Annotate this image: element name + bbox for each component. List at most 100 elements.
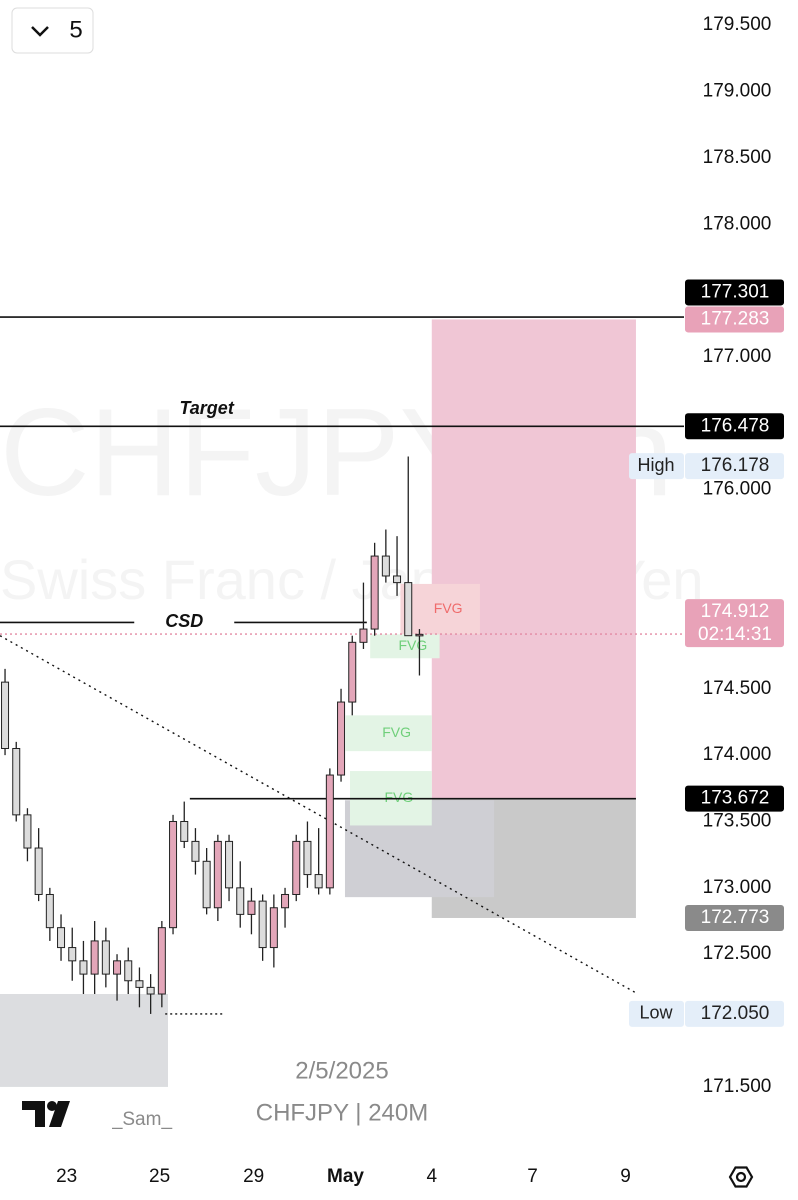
x-tick-label: 7 <box>527 1166 538 1187</box>
footer-date: 2/5/2025 <box>295 1057 388 1084</box>
candle-body <box>180 820 189 842</box>
logo-t <box>22 1101 45 1127</box>
x-tick-label: 29 <box>243 1166 264 1187</box>
logo-dot <box>47 1101 57 1111</box>
x-tick-label: May <box>327 1166 364 1187</box>
settings-icon[interactable] <box>728 1166 754 1188</box>
label-backing <box>134 612 235 633</box>
price-tag-name-box <box>629 1000 684 1027</box>
settings-center <box>735 1171 747 1183</box>
price-tag <box>685 785 784 812</box>
candle-body <box>23 814 32 849</box>
candle-body <box>157 927 166 995</box>
x-tick-label: 23 <box>56 1166 77 1187</box>
y-tick-label: 172.500 <box>703 943 772 964</box>
y-tick-label: 173.500 <box>703 811 772 832</box>
candle-body <box>34 847 43 895</box>
zone <box>370 634 440 659</box>
candle-body <box>325 774 334 889</box>
level-label: Target <box>179 398 234 418</box>
zones-layer: FVG FVG FVG FVG <box>0 319 636 1087</box>
candle-body <box>370 555 379 630</box>
price-tag-label: 176.478 <box>701 415 770 436</box>
fvg-label: FVG <box>382 724 411 740</box>
x-tick-label: 25 <box>149 1166 170 1187</box>
interval-label: 5 <box>69 16 82 43</box>
candle-body <box>1 681 10 749</box>
candle-body <box>113 960 122 975</box>
price-tag-name: Low <box>639 1003 673 1023</box>
price-tag <box>685 413 784 440</box>
candle-body <box>292 840 301 895</box>
tradingview-logo <box>20 1101 112 1130</box>
interval-dropdown[interactable]: 5 <box>11 7 94 54</box>
price-tag-label: 173.672 <box>701 788 770 809</box>
candle-body <box>213 840 222 909</box>
candle-body <box>12 747 21 816</box>
candle-body <box>124 960 133 982</box>
candle-body <box>303 840 312 876</box>
candle-body <box>393 575 402 584</box>
candles-layer <box>1 456 424 1014</box>
candle-body <box>314 874 323 889</box>
zone <box>0 994 169 1087</box>
candle-body <box>45 893 54 929</box>
candle-body <box>415 633 424 637</box>
y-tick-label: 174.500 <box>703 678 772 699</box>
trendline <box>0 635 636 994</box>
y-tick-label: 179.000 <box>703 81 772 102</box>
y-tick-label: 179.500 <box>703 14 772 35</box>
fvg-label: FVG <box>384 789 413 805</box>
candle-body <box>337 701 346 776</box>
lines-layer: Target CSD <box>0 316 684 1015</box>
price-tag-label: 174.912 <box>701 601 770 622</box>
candle-body <box>169 820 178 929</box>
price-tag <box>685 1000 784 1027</box>
footer-symbol: CHFJPY | 240M <box>256 1099 429 1126</box>
countdown-label: 02:14:31 <box>698 624 772 645</box>
fvg-label: FVG <box>434 600 463 616</box>
logo-v <box>49 1101 70 1127</box>
settings-hexagon[interactable] <box>728 1166 754 1188</box>
candle-body <box>381 555 390 577</box>
price-tag-name: High <box>637 455 674 475</box>
y-tick-label: 171.500 <box>703 1076 772 1097</box>
candle-body <box>359 628 368 643</box>
y-tick-label: 177.000 <box>703 346 772 367</box>
price-tag <box>685 904 784 931</box>
y-tick-label: 174.000 <box>703 744 772 765</box>
price-tag <box>685 279 784 306</box>
price-tag-name-box <box>629 453 684 480</box>
price-tag <box>685 306 784 333</box>
candle-body <box>191 840 200 862</box>
level-label: CSD <box>165 611 203 631</box>
price-tag-label: 176.178 <box>701 455 770 476</box>
y-tick-label: 173.000 <box>703 877 772 898</box>
price-tag-label: 177.283 <box>701 308 770 329</box>
dropdown-box[interactable] <box>11 7 94 54</box>
candle-body <box>247 900 256 915</box>
candle-body <box>57 927 66 949</box>
price-tag-label: 172.773 <box>701 907 770 928</box>
zone <box>431 319 636 799</box>
y-tick-label: 178.500 <box>703 147 772 168</box>
y-tick-label: 178.000 <box>703 213 772 234</box>
candle-body <box>348 641 357 703</box>
price-tag-label: 172.050 <box>701 1003 770 1024</box>
candle-body <box>281 893 290 909</box>
zone <box>345 715 432 752</box>
tags-layer: 177.301 177.283 176.478 176.178 High 174.9120… <box>629 279 784 1027</box>
candle-body <box>236 887 245 915</box>
candle-body <box>404 582 413 637</box>
candle-body <box>79 960 88 975</box>
candle-body <box>269 907 278 949</box>
fvg-label: FVG <box>398 637 427 653</box>
x-tick-label: 9 <box>620 1166 631 1187</box>
candle-body <box>101 940 110 975</box>
candle-body <box>68 947 77 962</box>
candle-body <box>135 980 144 988</box>
candle-body <box>202 860 211 909</box>
candle-body <box>146 986 155 995</box>
